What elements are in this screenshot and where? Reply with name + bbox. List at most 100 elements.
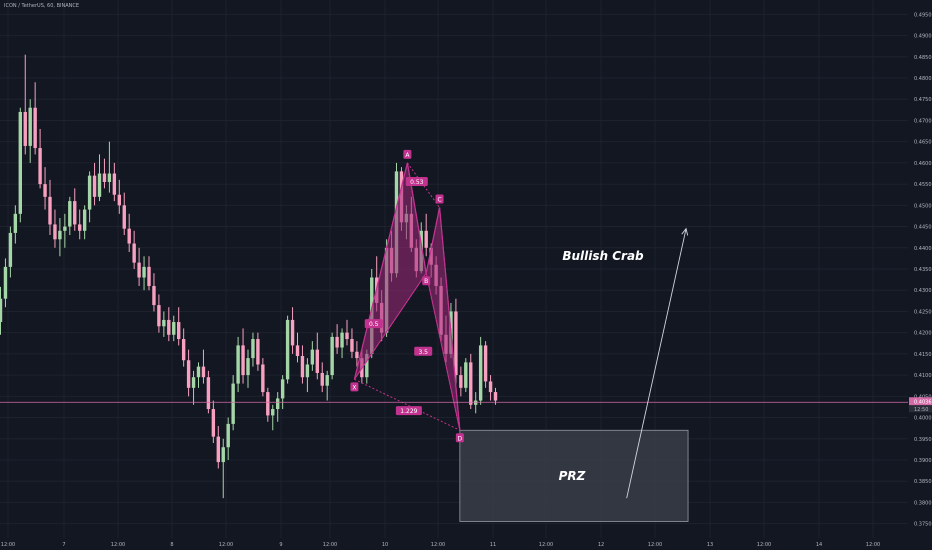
pattern-ratio-line	[425, 273, 461, 431]
candle-body	[0, 298, 3, 323]
candle-body	[325, 375, 329, 386]
candle-body	[63, 226, 67, 231]
candle-body	[488, 381, 493, 393]
projection-arrow-line	[626, 228, 687, 499]
candle-body	[3, 266, 8, 299]
candle-body	[266, 392, 270, 416]
candle-body	[251, 339, 255, 359]
pattern-point-label: A	[405, 152, 410, 159]
candle-body	[196, 366, 201, 378]
candle-body	[152, 285, 156, 306]
pattern-point-label: B	[424, 278, 428, 285]
pattern-point-badge	[403, 149, 412, 159]
pattern-point-badge	[350, 382, 359, 392]
candle-body	[285, 319, 290, 380]
harmonic-pattern: X A B C D 0.53 0.5 3.5 1.229	[350, 149, 464, 443]
candle-body	[454, 311, 458, 376]
current-price-tag	[909, 397, 932, 406]
time-tick-label: 12	[598, 542, 604, 548]
price-tick-label: 0.4450	[914, 225, 932, 231]
candle-body	[82, 209, 87, 231]
candle-body	[365, 353, 369, 378]
candle-body	[137, 262, 141, 278]
candle-body	[350, 339, 354, 352]
price-tick-label: 0.3950	[914, 437, 932, 443]
price-axis[interactable]: 0.4950 0.4900 0.4850 0.4800 0.4750 0.4700 0.46…	[909, 12, 932, 528]
candle-body	[8, 232, 13, 267]
candle-body	[305, 364, 310, 378]
candle-body	[68, 201, 72, 227]
time-axis[interactable]: 12:00 7 12:00 8 12:00 9 12:00 10 12:00 11 12:00 12 1…	[1, 542, 880, 548]
time-tick-label: 12:00	[431, 542, 445, 548]
candle-body	[181, 339, 186, 361]
candle-body	[424, 230, 428, 248]
price-tick-label: 0.3900	[914, 458, 932, 464]
pattern-ratio-label: 1.229	[400, 408, 417, 415]
price-tick-label: 0.4150	[914, 352, 932, 358]
prz-zone: PRZ	[459, 429, 689, 522]
pattern-ratio-badge	[395, 406, 422, 416]
candle-body	[315, 349, 319, 373]
time-tick-label: 12:00	[757, 542, 771, 548]
time-tick-label: 14	[816, 542, 822, 548]
price-tick-label: 0.4600	[914, 161, 932, 167]
candle-body	[13, 213, 18, 233]
candle-body	[78, 224, 82, 231]
time-tick-label: 12:00	[1, 542, 15, 548]
candle-body	[33, 107, 37, 149]
candle-body	[261, 364, 265, 393]
candle-body	[142, 266, 146, 278]
candle-body	[246, 358, 250, 376]
candle-body	[117, 194, 121, 206]
price-tick-label: 0.4000	[914, 416, 932, 422]
candle-body	[335, 336, 339, 348]
candle-body	[191, 377, 196, 388]
pattern-point-badge	[455, 433, 464, 443]
pattern-point-label: D	[458, 435, 463, 442]
pattern-point-label: X	[352, 384, 356, 391]
candle-body	[211, 409, 216, 437]
pattern-ratio-label: 0.53	[410, 179, 424, 186]
candle-body	[340, 332, 344, 348]
candle-body	[48, 196, 52, 225]
candle-body	[87, 175, 92, 210]
current-price-value: 0.4036	[914, 399, 932, 405]
pattern-ratio-badge	[364, 319, 383, 329]
candle-body	[53, 224, 57, 240]
candle-body	[216, 436, 220, 463]
candle-body	[464, 362, 468, 388]
symbol-title: ICON / TetherUS, 60, BINANCE	[4, 3, 80, 9]
candle-body	[132, 243, 136, 263]
price-tick-label: 0.4300	[914, 288, 932, 294]
time-tick-label: 13	[707, 542, 713, 548]
time-tick-label: 12:00	[323, 542, 337, 548]
time-tick-label: 8	[170, 542, 173, 548]
time-tick-label: 12:00	[111, 542, 125, 548]
candle-body	[38, 148, 42, 185]
pattern-ratio-badge	[405, 177, 428, 186]
candle-body	[28, 107, 32, 146]
price-tick-label: 0.4350	[914, 267, 932, 273]
price-tick-label: 0.4400	[914, 246, 932, 252]
candle-body	[295, 345, 300, 356]
candle-body	[310, 349, 315, 365]
candle-body	[127, 228, 131, 244]
price-tick-label: 0.4200	[914, 331, 932, 337]
time-tick-label: 12:00	[648, 542, 662, 548]
price-tick-label: 0.3800	[914, 500, 932, 506]
time-tick-label: 12:00	[866, 542, 880, 548]
candle-body	[256, 339, 260, 365]
pattern-point-badge	[435, 194, 444, 204]
candle-body	[355, 351, 359, 359]
price-tick-label: 0.4550	[914, 182, 932, 188]
pattern-ratio-badge	[414, 346, 433, 356]
candle-body	[271, 409, 275, 416]
prz-label: PRZ	[559, 469, 586, 483]
candle-body	[147, 266, 151, 286]
price-tick-label: 0.4750	[914, 97, 932, 103]
candle-body	[112, 173, 117, 195]
price-tick-label: 0.4800	[914, 76, 932, 82]
price-tick-label: 0.4100	[914, 373, 932, 379]
time-tick-label: 10	[382, 542, 388, 548]
